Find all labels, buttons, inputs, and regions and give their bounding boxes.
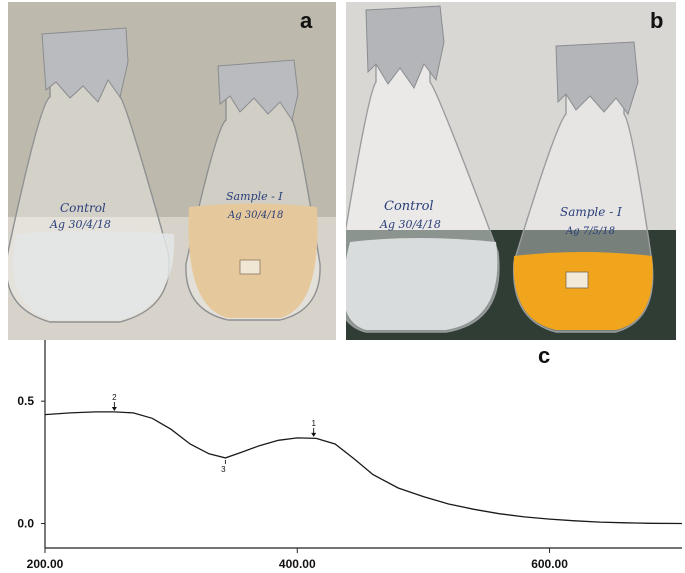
photo-a-illustration: Control Ag 30/4/18 Sample - I Ag 30/4/18 <box>8 2 336 340</box>
control-flask-a-label-line1: Control <box>60 201 106 215</box>
control-flask-b-label-line1: Control <box>384 199 434 214</box>
sample-liquid-b <box>513 252 653 330</box>
control-flask-b: Control Ag 30/4/18 <box>346 5 500 333</box>
control-liquid-b <box>346 238 498 330</box>
chart-ticks: 200.00 400.00 600.00 0.5 0.0 <box>17 394 568 571</box>
photo-b-illustration: Control Ag 30/4/18 Sample - I Ag 7/5/18 <box>346 2 676 340</box>
foil-cap-icon <box>365 5 445 90</box>
uv-vis-chart-svg: 200.00 400.00 600.00 0.5 0.0 2 3 1 <box>17 340 683 571</box>
sample-flask-a-label-line1: Sample - I <box>226 190 283 203</box>
photo-panel-a: Control Ag 30/4/18 Sample - I Ag 30/4/18… <box>8 2 336 340</box>
sample-flask-b-label-line1: Sample - I <box>560 205 622 219</box>
control-liquid-a <box>12 231 175 320</box>
uv-vis-chart: 200.00 400.00 600.00 0.5 0.0 2 3 1 <box>0 340 685 573</box>
peak-marker-label: 2 <box>112 393 117 402</box>
x-tick-label: 400.00 <box>279 557 316 571</box>
sample-flask-a: Sample - I Ag 30/4/18 <box>185 59 321 321</box>
y-tick-label: 0.5 <box>17 394 34 408</box>
photo-panel-b: Control Ag 30/4/18 Sample - I Ag 7/5/18 … <box>346 2 676 340</box>
foil-cap-icon <box>555 41 639 116</box>
peak-marker-label: 3 <box>221 465 226 474</box>
chart-annotations: 2 3 1 <box>111 393 317 474</box>
control-flask-a: Control Ag 30/4/18 <box>8 27 175 323</box>
y-tick-label: 0.0 <box>17 517 34 531</box>
x-tick-label: 200.00 <box>27 557 64 571</box>
absorbance-series-line <box>44 411 683 525</box>
control-flask-a-label-line2: Ag 30/4/18 <box>49 218 111 231</box>
foil-cap-icon <box>217 59 299 122</box>
panel-label-a: a <box>300 8 313 33</box>
peak-marker-label: 1 <box>311 419 316 428</box>
sample-flask-a-label-line2: Ag 30/4/18 <box>227 210 283 221</box>
foil-cap-icon <box>41 27 129 103</box>
chart-series <box>44 411 683 525</box>
peak-marker-arrow <box>111 406 117 411</box>
x-tick-label: 600.00 <box>531 557 568 571</box>
panel-label-b: b <box>650 8 664 33</box>
flask-sticker <box>239 259 261 275</box>
sample-flask-b-label-line2: Ag 7/5/18 <box>565 226 615 237</box>
chart-axes <box>44 340 682 549</box>
control-flask-b-label-line2: Ag 30/4/18 <box>379 218 441 231</box>
peak-marker-arrow <box>311 432 317 437</box>
flask-sticker <box>565 271 589 289</box>
panel-label-c: c <box>538 343 551 368</box>
sample-flask-b: Sample - I Ag 7/5/18 <box>513 41 654 333</box>
